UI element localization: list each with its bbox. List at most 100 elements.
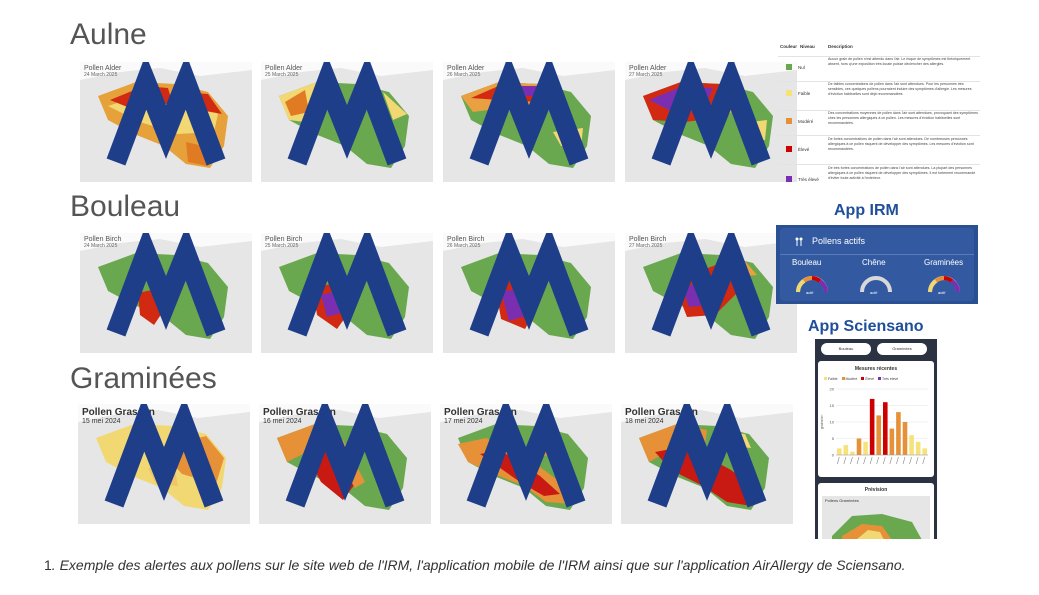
gauge-graminees (928, 276, 960, 293)
map-tile: Pollen Grassen 15 mei 2024 (78, 404, 250, 524)
kmi-logo-icon (469, 233, 589, 337)
legend-swatch-nul (786, 64, 792, 70)
tile-title: Pollen Birch (629, 236, 667, 243)
y-tick-label: 20 (830, 387, 835, 392)
tile-title: Pollen Alder (265, 65, 303, 72)
tile-title: Pollen Birch (447, 236, 485, 243)
x-tick-mark (856, 456, 860, 465)
x-tick-mark (863, 456, 866, 465)
x-tick-mark (896, 456, 899, 465)
legend-level-description: Aucun grain de pollen n'est attendu dans… (828, 57, 971, 66)
legend-level-description: De faibles concentrations de pollen dans… (828, 82, 972, 96)
kmi-logo-icon (647, 404, 767, 508)
map-tile: Pollen Alder 25 March 2025 (261, 62, 433, 182)
legend-swatch-faible (786, 90, 792, 96)
tile-title: Pollen Grassen (263, 407, 336, 418)
kmi-logo-icon (287, 62, 407, 166)
x-tick-mark (915, 456, 919, 465)
legend-level-label: Faible (798, 91, 811, 96)
kmi-logo-icon (651, 62, 771, 166)
gauge-label-graminees: Graminées (924, 258, 964, 267)
gauge-chene (860, 276, 892, 293)
card-title: Mesures récentes (854, 366, 898, 372)
pollen-icon (795, 237, 803, 246)
tile-date: 26 March 2025 (447, 243, 481, 249)
forecast-map-title: Pollens Graminées (825, 498, 859, 503)
map-tile: Pollen Grassen 17 mei 2024 (440, 404, 612, 524)
legend-level-label: Très élevé (798, 177, 819, 182)
tile-title: Pollen Grassen (444, 407, 517, 418)
gauge-bouleau (796, 276, 828, 293)
app-irm-title: App IRM (834, 202, 899, 219)
bar (882, 402, 888, 455)
tile-date: 24 March 2025 (84, 243, 118, 249)
app-sciensano-title: App Sciensano (808, 318, 924, 335)
tile-date: 18 mei 2024 (625, 418, 664, 425)
tile-date: 25 March 2025 (265, 243, 299, 249)
legend-level-description: De fortes concentrations de pollen dans … (828, 137, 974, 151)
y-tick-label: 0 (832, 453, 835, 458)
x-tick-mark (889, 456, 893, 465)
row-title-graminees: Graminées (70, 362, 217, 395)
tile-date: 15 mei 2024 (82, 418, 121, 425)
recent-measurements-chart: 0 5 10 15 20 grains/m³ (820, 387, 928, 465)
legend-header-color: Couleur (780, 44, 798, 49)
map-tile: Pollen Alder 24 March 2025 (80, 62, 252, 182)
tile-title: Pollen Alder (84, 65, 122, 72)
bar (850, 451, 855, 455)
row-title-aulne: Aulne (70, 18, 147, 51)
tile-date: 25 March 2025 (265, 72, 299, 78)
map-tile: Pollen Grassen 16 mei 2024 (259, 404, 431, 524)
y-tick-label: 10 (830, 420, 835, 425)
gauge-status: actif (870, 290, 878, 295)
legend-swatch-eleve (786, 146, 792, 152)
pollen-select-1[interactable]: Bouleau (821, 343, 871, 355)
tile-title: Pollen Birch (84, 236, 122, 243)
bar (889, 428, 895, 455)
legend-entry: Modéré (845, 377, 858, 381)
pollen-select-2[interactable]: Graminées (877, 343, 927, 355)
map-tile: Pollen Birch 25 March 2025 (261, 233, 433, 353)
legend-swatch-modere (786, 118, 792, 124)
map-tile: Pollen Birch 26 March 2025 (443, 233, 615, 353)
gauge-label-bouleau: Bouleau (792, 258, 822, 267)
map-tile: Pollen Birch 27 March 2025 (625, 233, 797, 353)
bar (863, 441, 868, 455)
bar (896, 412, 901, 455)
tile-date: 27 March 2025 (629, 243, 663, 249)
app-sciensano-screenshot: Bouleau Graminées Mesures récentes Faibl… (815, 339, 937, 539)
tile-date: 17 mei 2024 (444, 418, 483, 425)
legend-level-description: De très fortes concentrations de pollen … (828, 166, 976, 180)
app-irm-screenshot: Pollens actifs Bouleau actif Chêne actif… (776, 225, 978, 304)
bar (909, 435, 914, 455)
legend-level-label: Modéré (798, 119, 814, 124)
map-tile: Pollen Alder 26 March 2025 (443, 62, 615, 182)
forecast-map: Pollens Graminées (822, 496, 930, 539)
kmi-logo-icon (287, 233, 407, 337)
tile-date: 26 March 2025 (447, 72, 481, 78)
map-tile: Pollen Alder 27 March 2025 (625, 62, 797, 182)
kmi-logo-icon (469, 62, 589, 166)
x-tick-mark (902, 456, 906, 465)
tile-date: 16 mei 2024 (263, 418, 302, 425)
kmi-logo-icon (466, 404, 586, 508)
legend-header-description: Description (828, 44, 853, 49)
y-tick-label: 15 (830, 403, 835, 408)
gauge-status: actif (806, 290, 814, 295)
forecast-card: Prévision Pollens Graminées (818, 483, 934, 539)
bar (856, 438, 862, 455)
x-tick-mark (850, 456, 853, 465)
kmi-logo-icon (106, 62, 226, 166)
pollen-level-legend: Couleur Niveau Description Nul Aucun gra… (778, 44, 980, 196)
recent-measurements-card: Mesures récentes Faible Modéré Élevé Trè… (818, 361, 934, 477)
kmi-logo-icon (106, 233, 226, 337)
legend-header-level: Niveau (800, 44, 815, 49)
tile-title: Pollen Alder (447, 65, 485, 72)
x-tick-mark (882, 456, 886, 465)
kmi-logo-icon (104, 404, 224, 508)
tile-title: Pollen Grassen (82, 407, 155, 418)
caption-number: 1 (44, 557, 52, 573)
x-tick-mark (876, 456, 880, 465)
chart-legend: Faible Modéré Élevé Très élevé (824, 377, 898, 381)
legend-entry: Élevé (865, 377, 875, 381)
